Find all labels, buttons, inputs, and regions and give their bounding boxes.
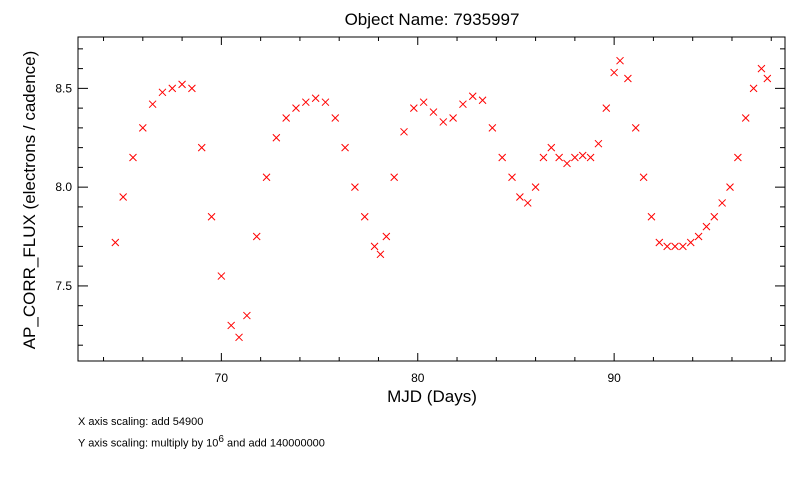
data-point [351, 183, 359, 191]
data-point [217, 272, 226, 280]
data-point [178, 80, 186, 89]
data-point [763, 74, 772, 83]
data-point [686, 238, 695, 247]
data-point [439, 118, 448, 126]
data-point [168, 84, 177, 93]
x-axis-label: MJD (Days) [387, 387, 477, 406]
data-point [311, 94, 320, 103]
data-point [516, 193, 524, 201]
data-point [119, 193, 128, 201]
data-point [419, 98, 428, 107]
data-point [531, 183, 540, 191]
data-point [488, 124, 497, 132]
data-point [409, 104, 418, 112]
data-point [272, 133, 281, 142]
data-point [726, 183, 734, 191]
data-point [262, 173, 271, 182]
data-point [235, 333, 243, 342]
axis-ticks: 70 80 90 7.5 8.0 8.5 [55, 37, 785, 385]
data-point [555, 153, 564, 162]
data-point [539, 153, 548, 162]
x-tick-label: 70 [215, 371, 229, 385]
data-point [757, 64, 766, 73]
data-point [741, 114, 750, 122]
y-scaling-prefix: Y axis scaling: multiply by 10 [78, 437, 219, 450]
data-point [639, 173, 648, 182]
x-tick-label: 90 [607, 371, 621, 385]
data-point [129, 153, 137, 162]
y-tick-label: 8.0 [55, 180, 72, 194]
data-point [710, 212, 719, 221]
data-point [459, 100, 467, 109]
data-point [429, 108, 438, 116]
data-point [148, 100, 157, 109]
data-point [282, 114, 291, 122]
y-tick-label: 8.5 [55, 81, 72, 95]
data-point [227, 321, 236, 330]
data-point [243, 311, 251, 320]
data-point [331, 114, 340, 122]
data-point [301, 98, 310, 107]
data-point [616, 56, 624, 65]
data-point [197, 143, 206, 152]
y-tick-label: 7.5 [55, 279, 72, 293]
data-point [360, 212, 369, 221]
data-point [449, 114, 457, 122]
x-scaling-note: X axis scaling: add 54900 [78, 416, 204, 428]
chart-title: Object Name: 7935997 [345, 10, 520, 29]
data-point [523, 199, 532, 207]
data-point [252, 232, 261, 241]
data-point [111, 238, 120, 247]
data-point [376, 250, 385, 259]
data-point [631, 124, 640, 132]
data-point [571, 153, 579, 162]
data-point [610, 68, 618, 77]
data-point [702, 222, 711, 231]
data-point [586, 153, 595, 162]
x-tick-label: 80 [411, 371, 425, 385]
data-point [547, 143, 556, 152]
data-point [718, 199, 727, 207]
plot-frame [77, 36, 786, 362]
y-scaling-exponent: 6 [218, 434, 224, 445]
data-point [321, 98, 330, 107]
data-points [111, 56, 772, 342]
data-point [508, 173, 516, 182]
data-point [382, 232, 391, 241]
data-point [624, 74, 632, 83]
data-point [138, 124, 147, 132]
data-point [749, 84, 758, 93]
data-point [188, 84, 196, 93]
data-point [602, 104, 611, 112]
data-point [207, 212, 216, 221]
data-point [578, 151, 587, 160]
data-point [341, 143, 349, 152]
data-point [400, 127, 408, 136]
data-point [663, 242, 672, 251]
y-scaling-note: Y axis scaling: multiply by 106 and add … [78, 434, 325, 450]
data-point [734, 153, 742, 162]
data-point [370, 242, 379, 251]
data-point [468, 92, 477, 101]
data-point [671, 242, 679, 251]
data-point [594, 139, 603, 148]
y-scaling-suffix: and add 140000000 [223, 437, 325, 450]
data-point [498, 153, 507, 162]
data-point [694, 232, 703, 241]
data-point [647, 212, 656, 221]
data-point [390, 173, 399, 182]
data-point [655, 238, 664, 247]
data-point [158, 88, 167, 97]
data-point [292, 104, 300, 112]
data-point [679, 242, 687, 251]
data-point [563, 159, 571, 168]
y-axis-label: AP_CORR_FLUX (electrons / cadence) [20, 51, 39, 350]
data-point [478, 96, 487, 105]
